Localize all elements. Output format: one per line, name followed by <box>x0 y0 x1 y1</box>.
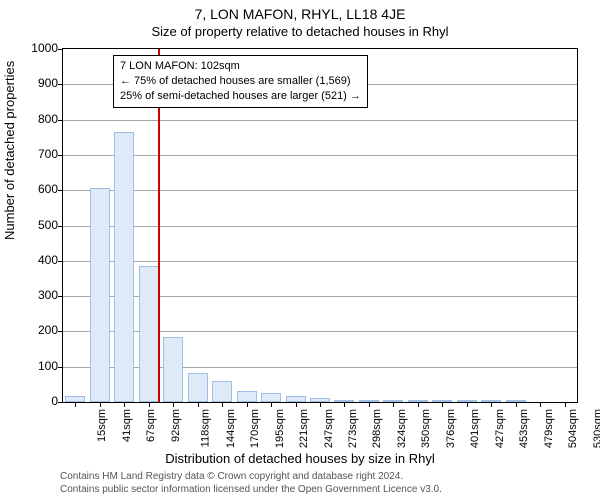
x-tick-label: 479sqm <box>543 409 555 448</box>
x-tick-mark <box>296 402 297 407</box>
x-tick-mark <box>198 402 199 407</box>
chart-title: 7, LON MAFON, RHYL, LL18 4JE <box>0 6 600 22</box>
credits-line-2: Contains public sector information licen… <box>60 484 590 497</box>
histogram-bar <box>90 188 110 402</box>
y-tick-mark <box>58 84 63 85</box>
x-tick-mark <box>271 402 272 407</box>
x-tick-label: 504sqm <box>567 409 579 448</box>
x-tick-label: 170sqm <box>249 409 261 448</box>
x-tick-label: 195sqm <box>274 409 286 448</box>
x-tick-mark <box>100 402 101 407</box>
info-line-3: 25% of semi-detached houses are larger (… <box>120 89 361 104</box>
credits: Contains HM Land Registry data © Crown c… <box>60 471 590 496</box>
x-tick-label: 273sqm <box>347 409 359 448</box>
histogram-bar <box>114 132 134 402</box>
x-tick-mark <box>369 402 370 407</box>
x-tick-mark <box>393 402 394 407</box>
x-tick-mark <box>149 402 150 407</box>
chart-subtitle: Size of property relative to detached ho… <box>0 24 600 39</box>
x-tick-label: 427sqm <box>494 409 506 448</box>
x-tick-label: 453sqm <box>518 409 530 448</box>
y-tick-mark <box>58 120 63 121</box>
x-tick-label: 67sqm <box>145 409 157 442</box>
x-tick-mark <box>491 402 492 407</box>
y-tick-mark <box>58 296 63 297</box>
y-tick-label: 1000 <box>8 42 58 54</box>
histogram-bar <box>261 393 281 402</box>
y-tick-label: 800 <box>8 113 58 125</box>
x-tick-mark <box>75 402 76 407</box>
x-tick-mark <box>467 402 468 407</box>
y-tick-label: 200 <box>8 324 58 336</box>
x-tick-mark <box>247 402 248 407</box>
credits-line-1: Contains HM Land Registry data © Crown c… <box>60 471 590 484</box>
histogram-bar <box>188 373 208 402</box>
y-tick-label: 900 <box>8 77 58 89</box>
x-tick-label: 247sqm <box>323 409 335 448</box>
histogram-bar <box>212 381 232 402</box>
x-tick-label: 298sqm <box>372 409 384 448</box>
y-tick-mark <box>58 49 63 50</box>
gridline <box>63 155 577 156</box>
y-tick-label: 700 <box>8 148 58 160</box>
x-tick-label: 221sqm <box>298 409 310 448</box>
histogram-bar <box>237 391 257 402</box>
histogram-bar <box>163 337 183 402</box>
y-tick-label: 300 <box>8 289 58 301</box>
y-tick-mark <box>58 226 63 227</box>
info-line-1: 7 LON MAFON: 102sqm <box>120 59 361 74</box>
y-tick-label: 600 <box>8 183 58 195</box>
x-tick-label: 350sqm <box>421 409 433 448</box>
x-tick-mark <box>344 402 345 407</box>
x-tick-label: 144sqm <box>225 409 237 448</box>
y-tick-mark <box>58 261 63 262</box>
gridline <box>63 261 577 262</box>
x-tick-mark <box>320 402 321 407</box>
gridline <box>63 190 577 191</box>
x-tick-label: 376sqm <box>445 409 457 448</box>
reference-info-box: 7 LON MAFON: 102sqm ← 75% of detached ho… <box>113 55 368 108</box>
plot-area: 7 LON MAFON: 102sqm ← 75% of detached ho… <box>62 48 578 403</box>
x-tick-mark <box>124 402 125 407</box>
y-tick-mark <box>58 402 63 403</box>
x-tick-label: 118sqm <box>199 409 211 447</box>
x-tick-mark <box>540 402 541 407</box>
gridline <box>63 120 577 121</box>
x-tick-mark <box>442 402 443 407</box>
x-tick-mark <box>418 402 419 407</box>
y-tick-label: 500 <box>8 219 58 231</box>
histogram-bar <box>139 266 159 402</box>
x-tick-mark <box>173 402 174 407</box>
x-tick-mark <box>222 402 223 407</box>
info-line-2: ← 75% of detached houses are smaller (1,… <box>120 74 361 89</box>
x-tick-mark <box>516 402 517 407</box>
x-tick-label: 92sqm <box>170 409 182 442</box>
y-tick-label: 0 <box>8 395 58 407</box>
y-tick-mark <box>58 367 63 368</box>
y-tick-label: 100 <box>8 360 58 372</box>
x-tick-label: 530sqm <box>592 409 600 448</box>
y-tick-mark <box>58 331 63 332</box>
y-tick-mark <box>58 190 63 191</box>
y-tick-mark <box>58 155 63 156</box>
x-tick-label: 401sqm <box>470 409 482 448</box>
x-tick-label: 41sqm <box>121 409 133 442</box>
y-tick-label: 400 <box>8 254 58 266</box>
x-tick-label: 324sqm <box>396 409 408 448</box>
x-tick-label: 15sqm <box>96 409 108 442</box>
gridline <box>63 226 577 227</box>
x-axis-label: Distribution of detached houses by size … <box>0 451 600 466</box>
x-tick-mark <box>565 402 566 407</box>
